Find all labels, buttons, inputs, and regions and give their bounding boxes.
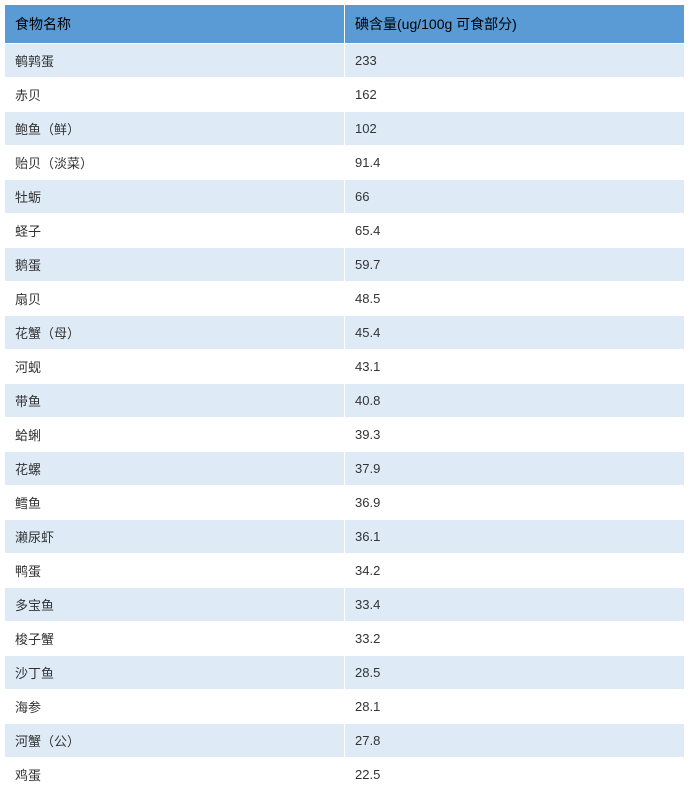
table-body: 鹌鹑蛋233赤贝162鲍鱼（鲜）102贻贝（淡菜）91.4牡蛎66蛏子65.4鹅… — [5, 44, 685, 792]
cell-food-name: 鸭蛋 — [5, 554, 345, 588]
cell-food-name: 沙丁鱼 — [5, 656, 345, 690]
cell-food-name: 鸡蛋 — [5, 758, 345, 792]
cell-food-name: 河蟹（公） — [5, 724, 345, 758]
table-row: 沙丁鱼28.5 — [5, 656, 685, 690]
cell-iodine-value: 39.3 — [345, 418, 685, 452]
table-row: 贻贝（淡菜）91.4 — [5, 146, 685, 180]
cell-food-name: 牡蛎 — [5, 180, 345, 214]
cell-iodine-value: 28.1 — [345, 690, 685, 724]
cell-food-name: 花螺 — [5, 452, 345, 486]
cell-food-name: 濑尿虾 — [5, 520, 345, 554]
table-row: 河蚬43.1 — [5, 350, 685, 384]
cell-iodine-value: 27.8 — [345, 724, 685, 758]
cell-iodine-value: 22.5 — [345, 758, 685, 792]
cell-food-name: 带鱼 — [5, 384, 345, 418]
iodine-content-table: 食物名称 碘含量(ug/100g 可食部分) 鹌鹑蛋233赤贝162鲍鱼（鲜）1… — [4, 4, 685, 792]
cell-iodine-value: 36.9 — [345, 486, 685, 520]
cell-food-name: 鹌鹑蛋 — [5, 44, 345, 78]
cell-iodine-value: 66 — [345, 180, 685, 214]
cell-food-name: 赤贝 — [5, 78, 345, 112]
table-row: 花螺37.9 — [5, 452, 685, 486]
cell-food-name: 海参 — [5, 690, 345, 724]
cell-iodine-value: 33.2 — [345, 622, 685, 656]
table-row: 扇贝48.5 — [5, 282, 685, 316]
cell-iodine-value: 33.4 — [345, 588, 685, 622]
cell-food-name: 蛤蜊 — [5, 418, 345, 452]
table-row: 鸡蛋22.5 — [5, 758, 685, 792]
cell-food-name: 梭子蟹 — [5, 622, 345, 656]
cell-iodine-value: 28.5 — [345, 656, 685, 690]
cell-iodine-value: 59.7 — [345, 248, 685, 282]
table-row: 梭子蟹33.2 — [5, 622, 685, 656]
cell-food-name: 鳕鱼 — [5, 486, 345, 520]
col-header-iodine-content: 碘含量(ug/100g 可食部分) — [345, 5, 685, 44]
cell-iodine-value: 34.2 — [345, 554, 685, 588]
table-header-row: 食物名称 碘含量(ug/100g 可食部分) — [5, 5, 685, 44]
table-row: 鲍鱼（鲜）102 — [5, 112, 685, 146]
table-row: 蛤蜊39.3 — [5, 418, 685, 452]
table-row: 鳕鱼36.9 — [5, 486, 685, 520]
table-row: 赤贝162 — [5, 78, 685, 112]
cell-iodine-value: 102 — [345, 112, 685, 146]
table-row: 鹌鹑蛋233 — [5, 44, 685, 78]
cell-iodine-value: 45.4 — [345, 316, 685, 350]
cell-food-name: 多宝鱼 — [5, 588, 345, 622]
table-row: 海参28.1 — [5, 690, 685, 724]
table-row: 鹅蛋59.7 — [5, 248, 685, 282]
cell-food-name: 扇贝 — [5, 282, 345, 316]
col-header-food-name: 食物名称 — [5, 5, 345, 44]
cell-food-name: 鲍鱼（鲜） — [5, 112, 345, 146]
table-row: 蛏子65.4 — [5, 214, 685, 248]
cell-iodine-value: 233 — [345, 44, 685, 78]
table-row: 花蟹（母）45.4 — [5, 316, 685, 350]
cell-iodine-value: 48.5 — [345, 282, 685, 316]
cell-food-name: 河蚬 — [5, 350, 345, 384]
cell-iodine-value: 37.9 — [345, 452, 685, 486]
cell-iodine-value: 162 — [345, 78, 685, 112]
table-row: 河蟹（公）27.8 — [5, 724, 685, 758]
cell-food-name: 贻贝（淡菜） — [5, 146, 345, 180]
cell-iodine-value: 43.1 — [345, 350, 685, 384]
table-row: 多宝鱼33.4 — [5, 588, 685, 622]
cell-iodine-value: 65.4 — [345, 214, 685, 248]
table-row: 牡蛎66 — [5, 180, 685, 214]
table-row: 鸭蛋34.2 — [5, 554, 685, 588]
table-row: 带鱼40.8 — [5, 384, 685, 418]
cell-food-name: 鹅蛋 — [5, 248, 345, 282]
cell-iodine-value: 91.4 — [345, 146, 685, 180]
cell-iodine-value: 36.1 — [345, 520, 685, 554]
cell-food-name: 蛏子 — [5, 214, 345, 248]
cell-iodine-value: 40.8 — [345, 384, 685, 418]
cell-food-name: 花蟹（母） — [5, 316, 345, 350]
table-row: 濑尿虾36.1 — [5, 520, 685, 554]
